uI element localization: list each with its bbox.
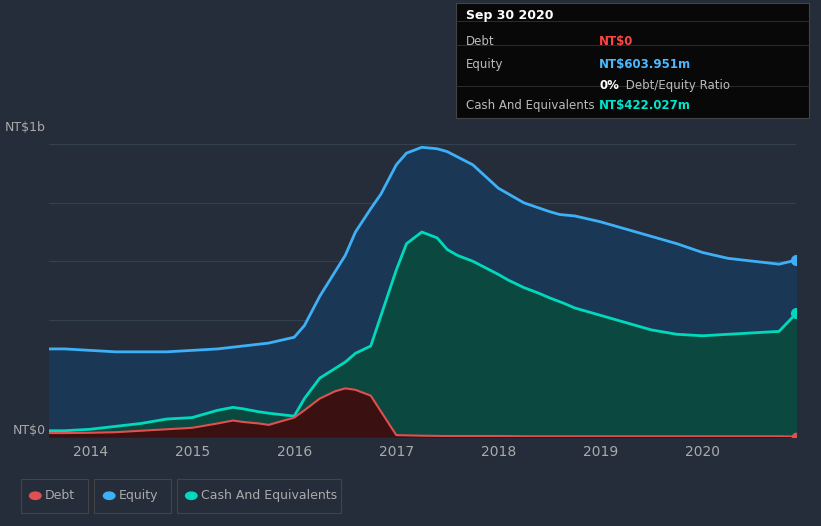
Text: NT$0: NT$0: [599, 35, 634, 48]
Text: Debt/Equity Ratio: Debt/Equity Ratio: [622, 79, 731, 92]
Text: Debt: Debt: [466, 35, 494, 48]
Text: Equity: Equity: [119, 489, 158, 502]
Text: NT$422.027m: NT$422.027m: [599, 99, 691, 112]
Text: Cash And Equivalents: Cash And Equivalents: [201, 489, 337, 502]
Text: Cash And Equivalents: Cash And Equivalents: [466, 99, 594, 112]
Text: Sep 30 2020: Sep 30 2020: [466, 9, 553, 22]
Text: NT$1b: NT$1b: [5, 121, 45, 134]
Text: 0%: 0%: [599, 79, 619, 92]
Text: Equity: Equity: [466, 58, 503, 71]
Text: NT$603.951m: NT$603.951m: [599, 58, 691, 71]
Text: Debt: Debt: [45, 489, 76, 502]
Text: NT$0: NT$0: [12, 423, 45, 437]
